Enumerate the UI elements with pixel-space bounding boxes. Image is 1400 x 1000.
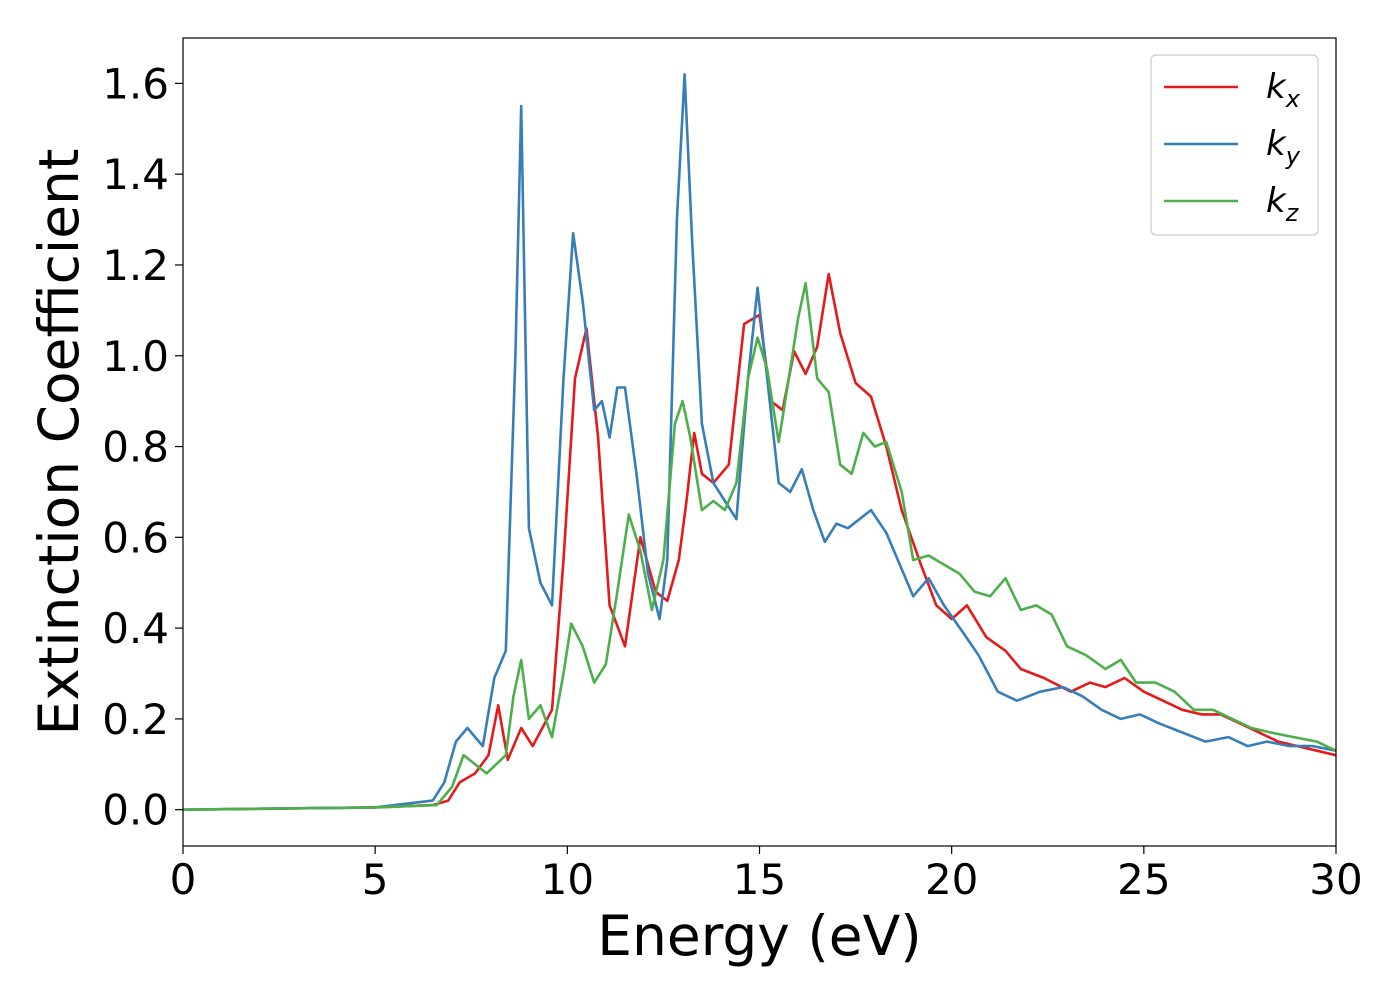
x-tick-label: 15 (733, 855, 786, 904)
x-tick-label: 20 (925, 855, 978, 904)
legend-label-z: kz (1266, 181, 1300, 227)
series-layer (183, 73, 1336, 811)
y-tick-label: 0.8 (102, 423, 169, 472)
legend-label-y: ky (1266, 124, 1301, 170)
x-tick-label: 25 (1117, 855, 1170, 904)
x-tick-label: 10 (541, 855, 594, 904)
y-tick-label: 0.0 (102, 786, 169, 835)
y-axis-label: Extinction Coefficient (27, 149, 91, 736)
legend: kx ky kz (1150, 54, 1319, 236)
x-axis: 0 5 10 15 20 25 30 (170, 846, 1363, 904)
x-axis-label: Energy (eV) (597, 904, 921, 968)
y-axis: 0.0 0.2 0.4 0.6 0.8 1.0 1.2 1.4 1.6 (102, 59, 183, 835)
x-tick-label: 5 (362, 855, 389, 904)
x-tick-label: 30 (1309, 855, 1362, 904)
y-tick-label: 1.2 (102, 241, 169, 290)
y-tick-label: 1.4 (102, 150, 169, 199)
y-tick-label: 0.4 (102, 604, 169, 653)
y-tick-label: 0.6 (102, 513, 169, 562)
series-line-y (183, 73, 1336, 811)
y-tick-label: 0.2 (102, 695, 169, 744)
x-tick-label: 0 (170, 855, 197, 904)
y-tick-label: 1.0 (102, 332, 169, 381)
y-tick-label: 1.6 (102, 59, 169, 108)
series-line-z (183, 281, 1336, 811)
legend-label-x: kx (1266, 67, 1301, 113)
